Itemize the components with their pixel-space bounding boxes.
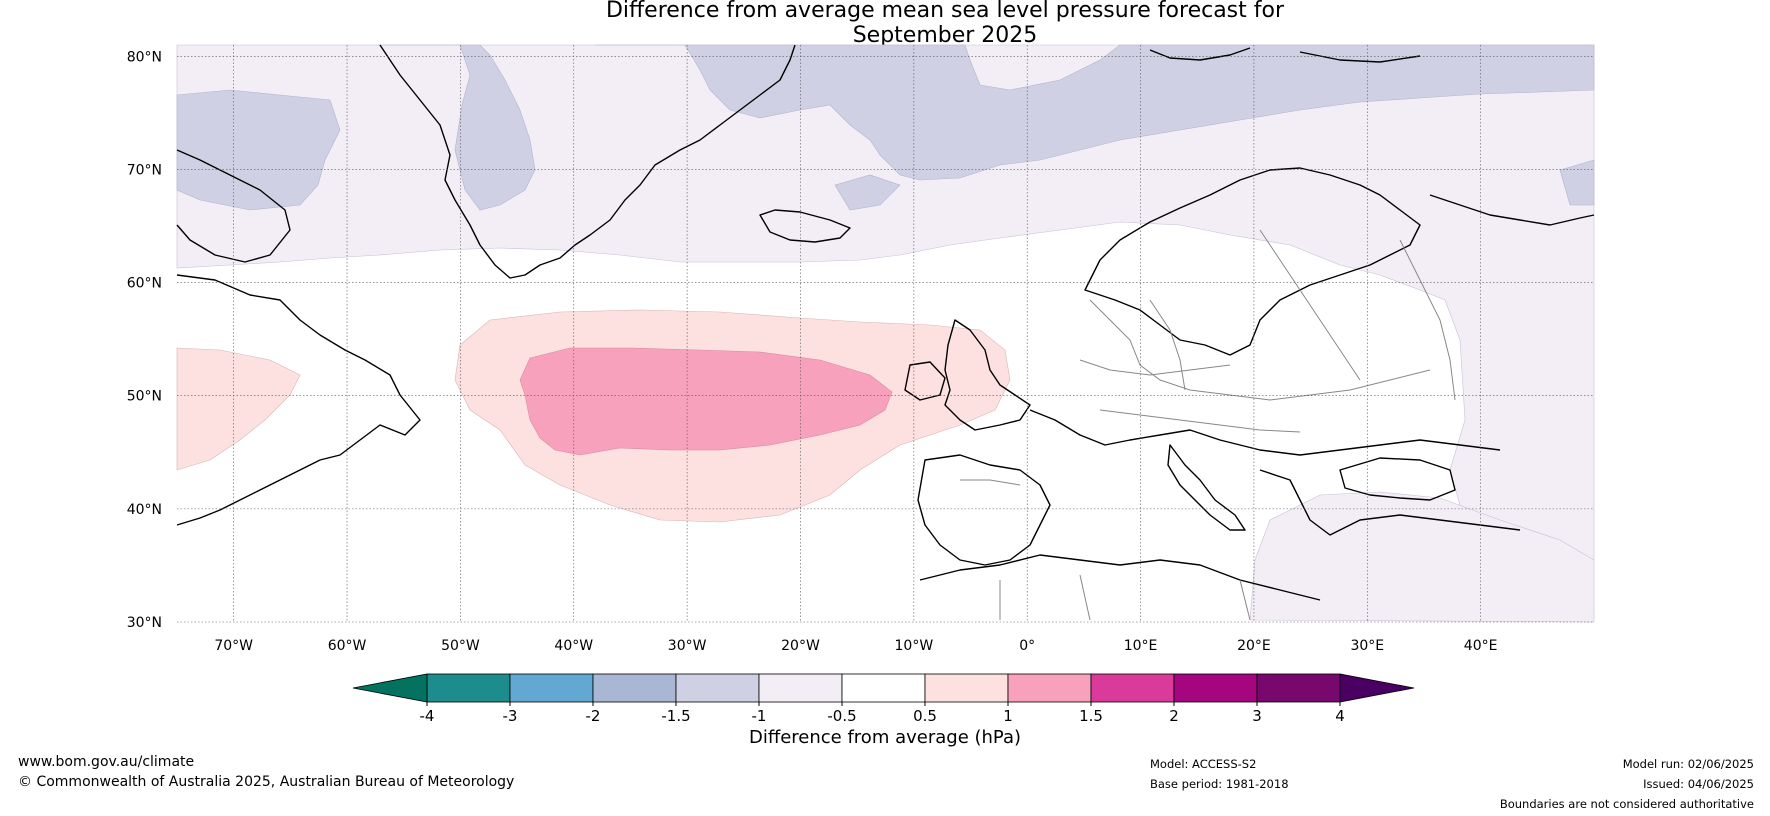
coastlines [176, 44, 1595, 601]
colorbar-segment [1173, 673, 1258, 703]
colorbar-segment [1090, 673, 1175, 703]
lat-label: 80°N [127, 49, 162, 65]
lon-label: 60°W [328, 638, 367, 654]
colorbar-tick-label: -3 [503, 707, 518, 725]
anomaly-area-plus-1 [519, 347, 893, 456]
colorbar-tick-label: 2 [1169, 707, 1179, 725]
footer-url: www.bom.gov.au/climate [18, 754, 195, 770]
lon-label: 50°W [441, 638, 480, 654]
graticule [177, 45, 1594, 623]
colorbar-extend-high [1339, 673, 1415, 703]
footer-disclaimer: Boundaries are not considered authoritat… [1499, 797, 1754, 811]
colorbar-segment [509, 673, 594, 703]
footer-issued: Issued: 04/06/2025 [1643, 777, 1754, 791]
colorbar-tick-label: 1.5 [1079, 707, 1103, 725]
lon-label: 40°W [554, 638, 593, 654]
lon-label: 40°E [1464, 638, 1498, 654]
footer-model-run: Model run: 02/06/2025 [1622, 757, 1754, 771]
footer-base-period: Base period: 1981-2018 [1150, 777, 1289, 791]
lon-label: 10°W [895, 638, 934, 654]
lon-label: 70°W [214, 638, 253, 654]
lon-label: 0° [1019, 638, 1035, 654]
colorbar-tick-label: 3 [1252, 707, 1262, 725]
title-line-2: September 2025 [852, 23, 1038, 48]
colorbar-segment [924, 673, 1009, 703]
colorbar-tick-label: -4 [420, 707, 435, 725]
colorbar-tick-label: 1 [1003, 707, 1013, 725]
latitude-labels: 80°N 70°N 60°N 50°N 40°N 30°N [127, 49, 162, 631]
colorbar-segment [1256, 673, 1341, 703]
footer-copyright: © Commonwealth of Australia 2025, Austra… [18, 774, 515, 790]
lat-label: 60°N [127, 276, 162, 292]
anomaly-area-minus-1-main [595, 44, 1595, 181]
map-panel [176, 44, 1595, 623]
lat-label: 30°N [127, 615, 162, 631]
anomaly-area-plus-0.5-west [176, 347, 301, 471]
anomaly-area-minus-1 [378, 44, 536, 211]
lon-label: 20°E [1237, 638, 1271, 654]
country-borders [960, 229, 1456, 621]
anomaly-area-minus-0.5-south [1249, 491, 1595, 623]
colorbar-segment [1007, 673, 1092, 703]
colorbar-ticks: -4 -3 -2 -1.5 -1 -0.5 0.5 1 1.5 2 3 4 [420, 702, 1345, 725]
lon-label: 20°W [781, 638, 820, 654]
footer-model: Model: ACCESS-S2 [1150, 757, 1257, 771]
anomaly-area-minus-1-north [176, 89, 341, 211]
lon-label: 30°W [668, 638, 707, 654]
colorbar-label: Difference from average (hPa) [748, 727, 1022, 748]
lon-label: 30°E [1350, 638, 1384, 654]
anomaly-area-minus-1-west [834, 174, 901, 211]
lon-label: 10°E [1124, 638, 1158, 654]
lat-label: 70°N [127, 162, 162, 178]
colorbar-tick-label: 0.5 [913, 707, 937, 725]
colorbar-tick-label: -2 [586, 707, 601, 725]
colorbar-tick-label: 4 [1335, 707, 1345, 725]
colorbar-segment [426, 673, 511, 703]
colorbar-segment [675, 673, 760, 703]
longitude-labels: 70°W 60°W 50°W 40°W 30°W 20°W 10°W 0° 10°E 20°E 30… [214, 638, 1497, 654]
colorbar-tick-label: -1.5 [661, 707, 690, 725]
colorbar [352, 673, 1415, 703]
colorbar-extend-low [352, 673, 428, 703]
colorbar-segment [841, 673, 926, 703]
map-title: Difference from average mean sea level p… [0, 0, 1770, 48]
lat-label: 50°N [127, 389, 162, 405]
colorbar-segment [592, 673, 677, 703]
title-line-1: Difference from average mean sea level p… [605, 0, 1285, 23]
lat-label: 40°N [127, 502, 162, 518]
colorbar-tick-label: -0.5 [827, 707, 856, 725]
anomaly-area-minus-1-ne [1559, 159, 1595, 206]
colorbar-tick-label: -1 [752, 707, 767, 725]
colorbar-segment [758, 673, 843, 703]
